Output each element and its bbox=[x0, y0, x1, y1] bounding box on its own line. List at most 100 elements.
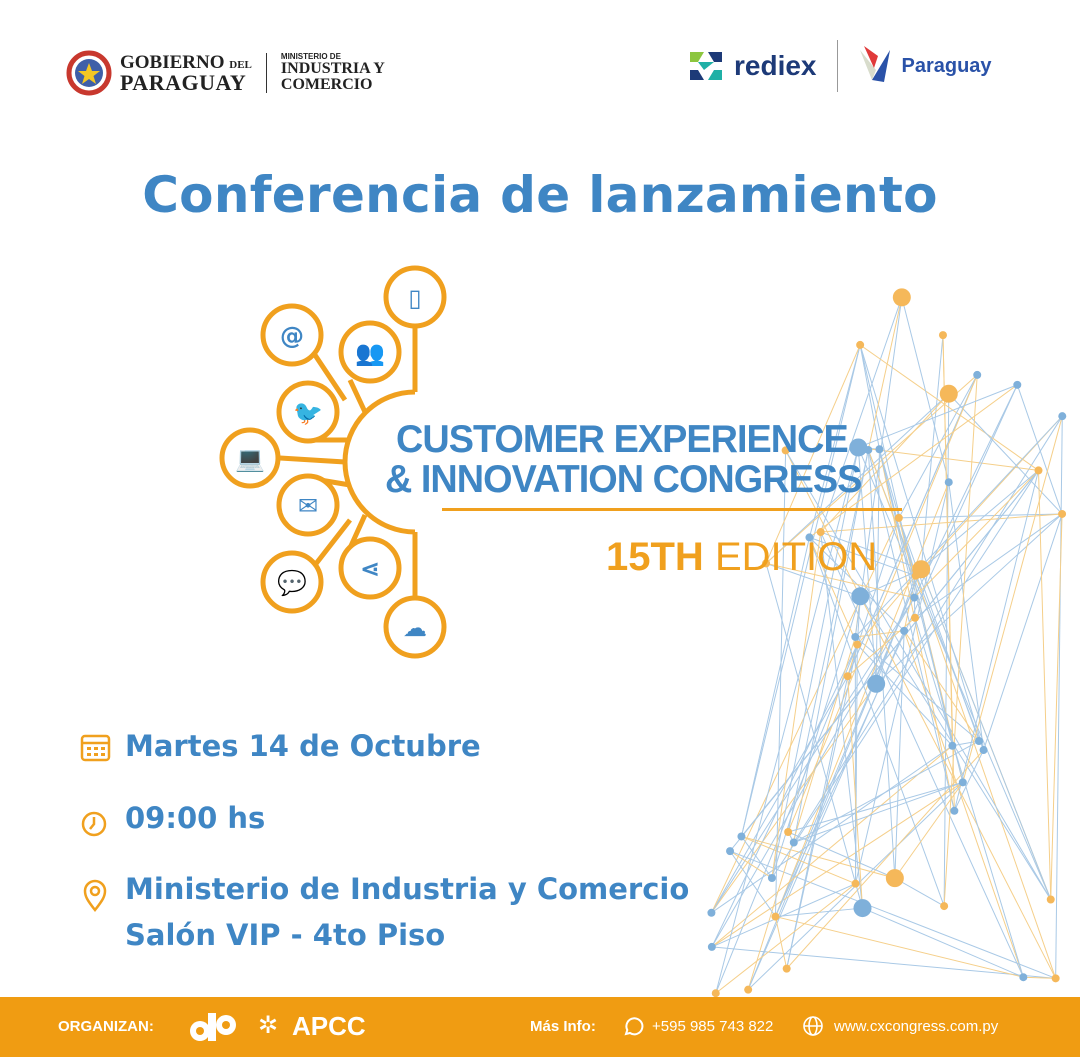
network-node bbox=[781, 446, 790, 455]
network-line bbox=[878, 449, 955, 811]
network-line bbox=[914, 617, 1024, 978]
network-node bbox=[940, 902, 949, 911]
organizan-label: ORGANIZAN: bbox=[58, 1018, 154, 1035]
location-pin-icon bbox=[83, 879, 107, 913]
network-line bbox=[858, 446, 1039, 471]
network-line bbox=[914, 513, 1063, 619]
paraguay-brand-text: Paraguay bbox=[901, 54, 992, 77]
network-line bbox=[809, 536, 916, 577]
network-node bbox=[1046, 895, 1055, 904]
network-line bbox=[765, 344, 861, 564]
network-line bbox=[740, 344, 861, 837]
congress-logo-graphic: ▯ @ 👥 🐦 💻 ✉ 💬 ⋖ ☁ bbox=[219, 265, 447, 659]
mas-info-label: Más Info: bbox=[530, 1018, 596, 1035]
network-node bbox=[853, 640, 862, 649]
network-line bbox=[747, 636, 856, 990]
event-time: 09:00 hs bbox=[125, 801, 266, 835]
network-line bbox=[898, 513, 1063, 519]
network-line bbox=[920, 569, 1052, 900]
network-line bbox=[920, 470, 1039, 570]
network-line bbox=[710, 517, 900, 914]
network-line bbox=[729, 850, 776, 917]
network-node bbox=[894, 513, 903, 522]
rediex-text: rediex bbox=[734, 50, 817, 81]
network-line bbox=[741, 835, 895, 879]
network-line bbox=[820, 531, 864, 909]
clock-icon bbox=[81, 811, 107, 837]
network-node bbox=[843, 672, 852, 681]
network-line bbox=[741, 836, 773, 879]
network-node bbox=[973, 370, 982, 379]
network-line bbox=[901, 297, 950, 483]
network-line bbox=[854, 297, 903, 638]
network-node bbox=[853, 899, 872, 918]
network-node bbox=[851, 587, 870, 606]
network-node bbox=[958, 778, 967, 787]
network-line bbox=[913, 384, 1018, 598]
network-line bbox=[878, 449, 917, 576]
network-line bbox=[775, 916, 1024, 978]
at-icon: @ bbox=[280, 322, 304, 350]
network-line bbox=[962, 416, 1063, 783]
network-line bbox=[847, 676, 864, 909]
people-icon: 👥 bbox=[355, 339, 385, 367]
network-node bbox=[726, 847, 735, 856]
network-line bbox=[765, 562, 915, 599]
phone-link[interactable]: +595 985 743 822 bbox=[652, 1018, 774, 1035]
network-line bbox=[765, 563, 863, 909]
network-line bbox=[913, 470, 1039, 598]
network-node bbox=[892, 288, 911, 307]
twitter-icon: 🐦 bbox=[293, 399, 323, 427]
network-line bbox=[711, 946, 1056, 979]
messenger-icon: 💬 bbox=[277, 569, 307, 597]
event-date: Martes 14 de Octubre bbox=[125, 729, 481, 763]
rediex-paraguay-logo: rediex Paraguay bbox=[688, 40, 992, 92]
network-line bbox=[847, 374, 978, 677]
network-node bbox=[762, 559, 771, 568]
network-line bbox=[859, 344, 1039, 471]
network-line bbox=[894, 782, 964, 879]
network-line bbox=[867, 297, 903, 451]
share-icon-circle bbox=[338, 536, 402, 600]
network-line bbox=[785, 450, 1057, 979]
edition-number: 15TH bbox=[606, 535, 704, 579]
network-line bbox=[793, 415, 1063, 843]
network-line bbox=[765, 374, 978, 564]
network-line bbox=[859, 344, 985, 751]
network-line bbox=[771, 531, 822, 879]
edition-label: 15TH EDITION bbox=[606, 535, 877, 580]
network-line bbox=[711, 644, 858, 948]
network-line bbox=[894, 630, 905, 879]
cfp-logo bbox=[190, 1013, 236, 1041]
network-line bbox=[711, 683, 877, 914]
network-node bbox=[805, 533, 814, 542]
apcc-mark-icon: ✲ bbox=[258, 1012, 279, 1039]
network-line bbox=[867, 449, 917, 576]
network-node bbox=[767, 873, 776, 882]
network-node bbox=[782, 964, 791, 973]
network-line bbox=[952, 740, 980, 747]
paraguay-brand-mark-icon bbox=[859, 46, 890, 82]
event-place-line1: Ministerio de Industria y Comercio bbox=[125, 872, 690, 906]
network-line bbox=[983, 513, 1063, 751]
network-node bbox=[867, 674, 886, 693]
network-line bbox=[793, 449, 869, 843]
mail-icon: ✉ bbox=[298, 492, 318, 520]
website-link[interactable]: www.cxcongress.com.py bbox=[834, 1018, 999, 1035]
phone-icon-circle bbox=[383, 265, 447, 329]
mail-icon-circle bbox=[276, 473, 340, 537]
network-line bbox=[765, 393, 950, 564]
network-line bbox=[1050, 513, 1063, 900]
divider bbox=[265, 53, 267, 93]
network-node bbox=[707, 942, 716, 951]
network-node bbox=[1058, 412, 1067, 421]
whatsapp-icon bbox=[624, 1017, 644, 1036]
network-line bbox=[948, 393, 1063, 515]
network-line bbox=[740, 537, 810, 837]
network-line bbox=[1023, 976, 1056, 979]
network-line bbox=[771, 470, 1039, 879]
network-node bbox=[856, 340, 865, 349]
network-line bbox=[793, 740, 980, 843]
ministerio-line2: COMERCIO bbox=[280, 76, 373, 93]
